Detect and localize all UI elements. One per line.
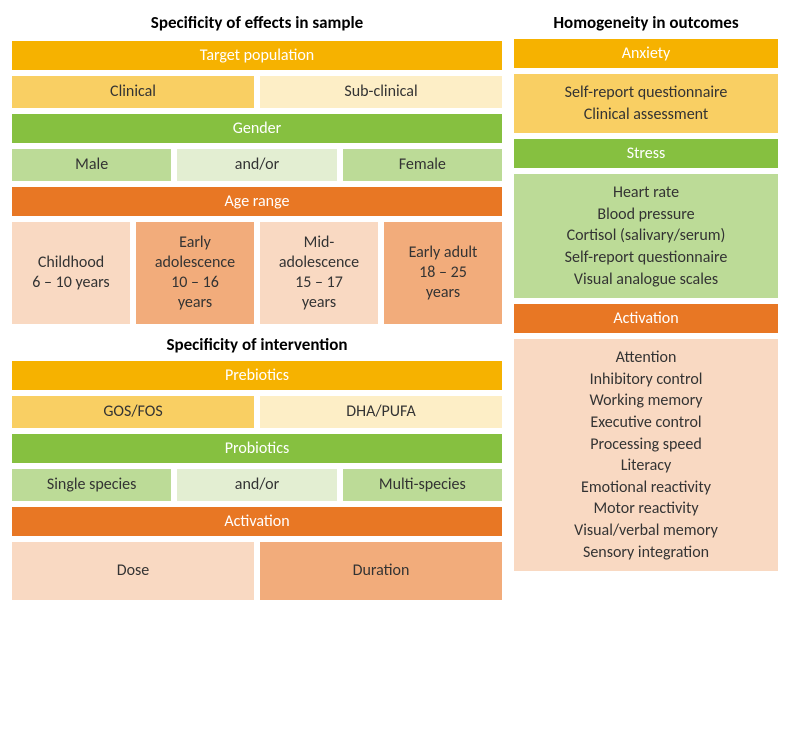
age-2-line1: Mid- — [260, 233, 378, 253]
activation-bar-left: Activation — [12, 507, 502, 536]
anxiety-list: Self-report questionnaireClinical assess… — [514, 74, 778, 133]
list-item: Processing speed — [518, 434, 774, 456]
right-title: Homogeneity in outcomes — [514, 6, 778, 35]
left-column: Specificity of effects in sample Target … — [12, 6, 502, 600]
list-item: Clinical assessment — [518, 104, 774, 126]
list-item: Self-report questionnaire — [518, 247, 774, 269]
list-item: Motor reactivity — [518, 498, 774, 520]
list-item: Literacy — [518, 455, 774, 477]
female-cell: Female — [343, 149, 502, 181]
list-item: Visual/verbal memory — [518, 520, 774, 542]
list-item: Self-report questionnaire — [518, 82, 774, 104]
andor2-cell: and/or — [177, 469, 336, 501]
age-1-line4: years — [136, 293, 254, 313]
target-population-bar: Target population — [12, 41, 502, 70]
stress-bar: Stress — [514, 139, 778, 168]
dose-duration-row: Dose Duration — [12, 542, 502, 600]
age-3-line3: years — [384, 283, 502, 303]
list-item: Inhibitory control — [518, 369, 774, 391]
gosfos-cell: GOS/FOS — [12, 396, 254, 428]
gender-bar: Gender — [12, 114, 502, 143]
age-cell-0: Childhood 6 – 10 years — [12, 222, 130, 324]
dhapufa-cell: DHA/PUFA — [260, 396, 502, 428]
subclinical-cell: Sub-clinical — [260, 76, 502, 108]
age-range-bar: Age range — [12, 187, 502, 216]
probiotics-bar: Probiotics — [12, 434, 502, 463]
dose-cell: Dose — [12, 542, 254, 600]
age-0-line1: Childhood — [12, 253, 130, 273]
age-0-line2: 6 – 10 years — [12, 273, 130, 293]
anxiety-bar: Anxiety — [514, 39, 778, 68]
list-item: Blood pressure — [518, 204, 774, 226]
age-2-line3: 15 – 17 — [260, 273, 378, 293]
list-item: Attention — [518, 347, 774, 369]
age-1-line3: 10 – 16 — [136, 273, 254, 293]
list-item: Visual analogue scales — [518, 269, 774, 291]
age-cell-3: Early adult 18 – 25 years — [384, 222, 502, 324]
prebiotics-bar: Prebiotics — [12, 361, 502, 390]
right-column: Homogeneity in outcomes Anxiety Self-rep… — [514, 6, 778, 600]
age-2-line2: adolescence — [260, 253, 378, 273]
age-3-line2: 18 – 25 — [384, 263, 502, 283]
age-1-line2: adolescence — [136, 253, 254, 273]
prebiotics-row: GOS/FOS DHA/PUFA — [12, 396, 502, 428]
gender-row: Male and/or Female — [12, 149, 502, 181]
age-3-line1: Early adult — [384, 243, 502, 263]
age-2-line4: years — [260, 293, 378, 313]
age-row: Childhood 6 – 10 years Early adolescence… — [12, 222, 502, 324]
duration-cell: Duration — [260, 542, 502, 600]
age-cell-2: Mid- adolescence 15 – 17 years — [260, 222, 378, 324]
clinical-row: Clinical Sub-clinical — [12, 76, 502, 108]
clinical-cell: Clinical — [12, 76, 254, 108]
activation-list: AttentionInhibitory controlWorking memor… — [514, 339, 778, 571]
stress-list: Heart rateBlood pressureCortisol (saliva… — [514, 174, 778, 298]
list-item: Working memory — [518, 390, 774, 412]
list-item: Sensory integration — [518, 542, 774, 564]
andor1-cell: and/or — [177, 149, 336, 181]
age-1-line1: Early — [136, 233, 254, 253]
list-item: Cortisol (salivary/serum) — [518, 225, 774, 247]
section2-title: Specificity of intervention — [12, 324, 502, 355]
list-item: Heart rate — [518, 182, 774, 204]
male-cell: Male — [12, 149, 171, 181]
list-item: Executive control — [518, 412, 774, 434]
multi-species-cell: Multi-species — [343, 469, 502, 501]
age-cell-1: Early adolescence 10 – 16 years — [136, 222, 254, 324]
single-species-cell: Single species — [12, 469, 171, 501]
list-item: Emotional reactivity — [518, 477, 774, 499]
section1-title: Specificity of effects in sample — [12, 6, 502, 35]
activation-bar-right: Activation — [514, 304, 778, 333]
probiotics-row: Single species and/or Multi-species — [12, 469, 502, 501]
infographic-root: Specificity of effects in sample Target … — [0, 0, 790, 612]
